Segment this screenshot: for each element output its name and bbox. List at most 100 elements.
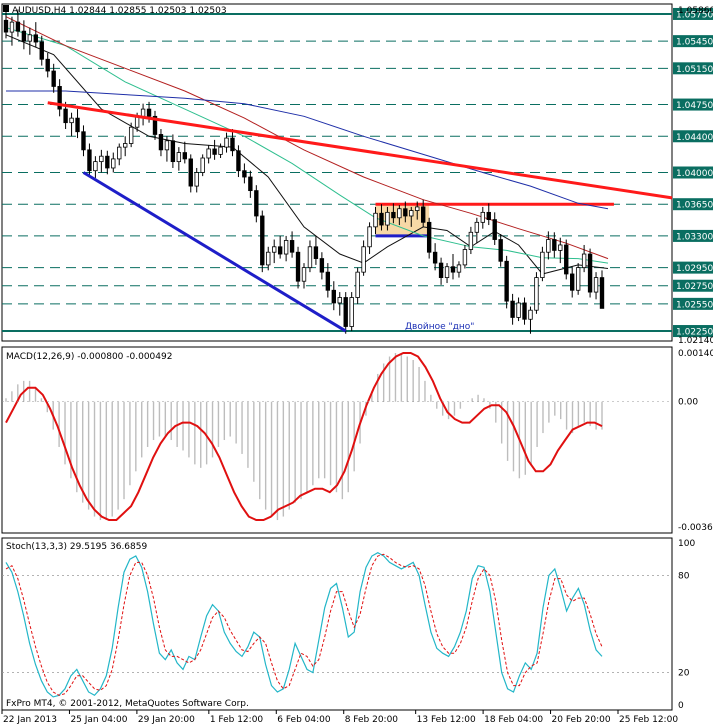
candle-body-7	[45, 58, 50, 72]
candle-body-72	[432, 251, 438, 264]
candle-body-63	[379, 212, 384, 226]
level-label-box-11	[673, 325, 713, 338]
candle-body-27	[164, 140, 170, 151]
stoch-tick-2: 20	[678, 669, 690, 679]
stoch-signal-line	[5, 553, 603, 696]
candle-54	[325, 263, 331, 298]
candle-body-99	[593, 277, 599, 293]
candle-87	[522, 297, 527, 325]
trend-line-1	[82, 171, 347, 333]
candle-body-90	[540, 251, 545, 278]
candle-64	[385, 206, 390, 231]
candle-body-68	[409, 210, 414, 217]
candle-9	[57, 79, 62, 117]
candle-body-66	[397, 208, 402, 219]
candle-body-84	[504, 260, 509, 302]
stochastic-levels	[2, 575, 672, 673]
candle-body-9	[57, 86, 62, 110]
candle-body-15	[93, 161, 98, 172]
level-label-0: 1.05750	[676, 10, 713, 20]
candle-44	[266, 246, 271, 271]
candle-body-57	[343, 297, 348, 327]
macd-tick-2: -0.00360	[678, 523, 713, 533]
candle-body-50	[301, 267, 307, 282]
candle-body-4	[27, 34, 33, 42]
candle-body-83	[498, 239, 503, 262]
double-bottom-annotation: Двойное "дно"	[405, 322, 474, 332]
candle-body-40	[242, 170, 247, 178]
level-label-box-4	[673, 130, 713, 143]
candle-6	[39, 35, 44, 66]
candle-67	[403, 201, 408, 223]
consolidation-zone	[375, 202, 614, 238]
level-label-4: 1.04400	[676, 133, 713, 143]
candle-11	[69, 112, 74, 137]
level-label-6: 1.03650	[676, 201, 713, 211]
stochastic-tick-labels: 100 80 20 0	[678, 539, 695, 711]
level-label-1: 1.05450	[676, 38, 713, 48]
candle-53	[319, 252, 325, 280]
candle-body-53	[319, 258, 325, 273]
candle-95	[570, 266, 575, 298]
candle-75	[450, 254, 456, 280]
stoch-main-line	[5, 552, 603, 698]
price-axis-bottom: 1.02140	[678, 336, 713, 346]
candle-body-37	[224, 137, 229, 148]
time-label-8: 20 Feb 20:00	[552, 715, 611, 725]
stoch-tick-3: 0	[678, 701, 684, 711]
trend-lines	[47, 101, 673, 333]
level-label-box-6	[673, 198, 713, 211]
candle-body-25	[152, 115, 158, 135]
candle-body-33	[200, 157, 205, 173]
candle-body-74	[444, 266, 450, 278]
candle-71	[426, 217, 432, 259]
candle-73	[438, 257, 444, 285]
candle-body-30	[182, 152, 187, 160]
candle-34	[206, 145, 211, 164]
candle-29	[176, 147, 182, 171]
candle-body-18	[111, 158, 116, 169]
candle-12	[75, 109, 80, 139]
candle-body-35	[212, 148, 217, 155]
candle-body-73	[438, 262, 444, 278]
candle-body-28	[170, 140, 176, 163]
candle-1	[9, 16, 15, 46]
candle-26	[158, 129, 164, 157]
candle-body-54	[325, 271, 331, 291]
candle-7	[45, 52, 50, 78]
time-label-3: 1 Feb 12:00	[210, 715, 264, 725]
candle-16	[99, 149, 104, 173]
candle-62	[373, 206, 378, 235]
candle-27	[164, 136, 170, 162]
stoch-tick-0: 100	[678, 539, 695, 549]
stochastic-panel: 100 80 20 0 Stoch(13,3,3) 29.5195 36.6859 F…	[2, 539, 695, 711]
candle-56	[337, 292, 342, 316]
candle-88	[528, 306, 533, 334]
candle-28	[170, 134, 176, 168]
level-label-box-8	[673, 261, 713, 274]
stoch-tick-1: 80	[678, 571, 690, 581]
candle-84	[504, 255, 509, 309]
price-panel: 1.05750 1.05450 1.05150 1.04750 1.04400 1.040…	[2, 5, 713, 346]
candle-85	[510, 293, 515, 325]
candle-body-17	[105, 155, 110, 169]
candle-body-43	[260, 215, 265, 266]
candle-20	[123, 136, 128, 157]
level-label-9: 1.02750	[676, 282, 713, 292]
level-label-box-3	[673, 98, 713, 111]
candle-31	[188, 154, 193, 193]
candle-body-81	[486, 211, 491, 221]
candle-86	[516, 297, 521, 322]
candle-body-94	[564, 244, 569, 275]
time-label-1: 25 Jan 04:00	[70, 715, 127, 725]
level-label-5: 1.04000	[676, 169, 713, 179]
candle-48	[289, 231, 295, 258]
trend-line-0	[47, 101, 673, 200]
candle-89	[534, 272, 539, 314]
macd-title: MACD(12,26,9) -0.000800 -0.000492	[6, 352, 172, 362]
macd-tick-labels: 0.001401 0.00 -0.00360	[2, 349, 713, 533]
candle-body-13	[81, 131, 86, 151]
candle-body-78	[468, 231, 474, 250]
candle-70	[421, 199, 426, 227]
candle-4	[27, 27, 33, 55]
